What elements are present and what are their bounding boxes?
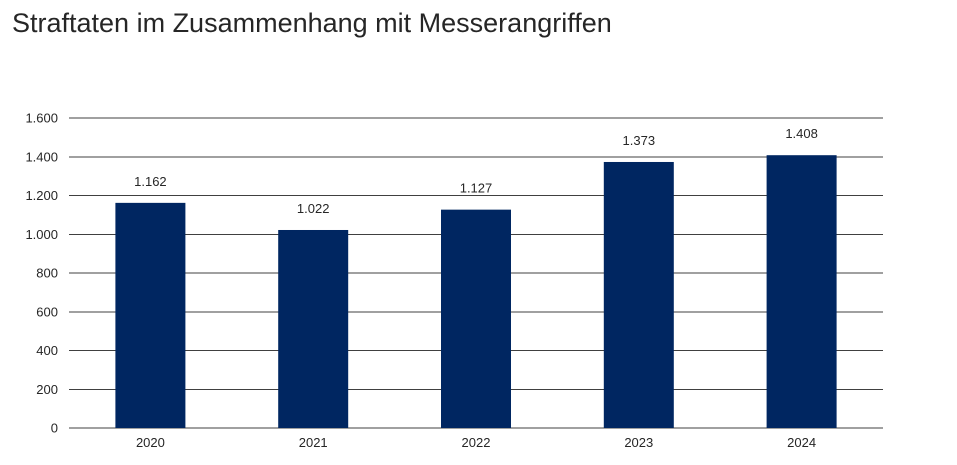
bar-2022 bbox=[441, 209, 511, 428]
x-tick-label-2023: 2023 bbox=[624, 435, 653, 450]
y-tick-label: 0 bbox=[51, 421, 58, 436]
data-label-2021: 1.022 bbox=[297, 201, 330, 216]
bar-2023 bbox=[603, 161, 674, 428]
chart-title: Straftaten im Zusammenhang mit Messerang… bbox=[12, 8, 612, 38]
y-tick-label: 800 bbox=[36, 266, 58, 281]
y-tick-label: 1.400 bbox=[25, 149, 58, 164]
bar-2024 bbox=[766, 155, 837, 428]
y-tick-label: 1.000 bbox=[25, 227, 58, 242]
y-tick-label: 1.200 bbox=[25, 188, 58, 203]
y-tick-label: 200 bbox=[36, 382, 58, 397]
x-tick-label-2024: 2024 bbox=[787, 435, 816, 450]
data-label-2020: 1.162 bbox=[134, 174, 167, 189]
x-tick-label-2021: 2021 bbox=[299, 435, 328, 450]
bar-2021 bbox=[278, 229, 349, 428]
data-label-2024: 1.408 bbox=[785, 126, 818, 141]
y-tick-label: 1.600 bbox=[25, 111, 58, 126]
bar-layer bbox=[115, 155, 837, 428]
x-tick-label-2022: 2022 bbox=[462, 435, 491, 450]
y-tick-label: 400 bbox=[36, 343, 58, 358]
x-tick-label-2020: 2020 bbox=[136, 435, 165, 450]
label-layer: 0 200 400 600 800 1.000 1.200 1.400 1.600 1.162 20… bbox=[25, 111, 817, 451]
bar-2020 bbox=[115, 202, 186, 428]
data-label-2022: 1.127 bbox=[460, 181, 493, 196]
data-label-2023: 1.373 bbox=[623, 133, 656, 148]
y-tick-label: 600 bbox=[36, 304, 58, 319]
